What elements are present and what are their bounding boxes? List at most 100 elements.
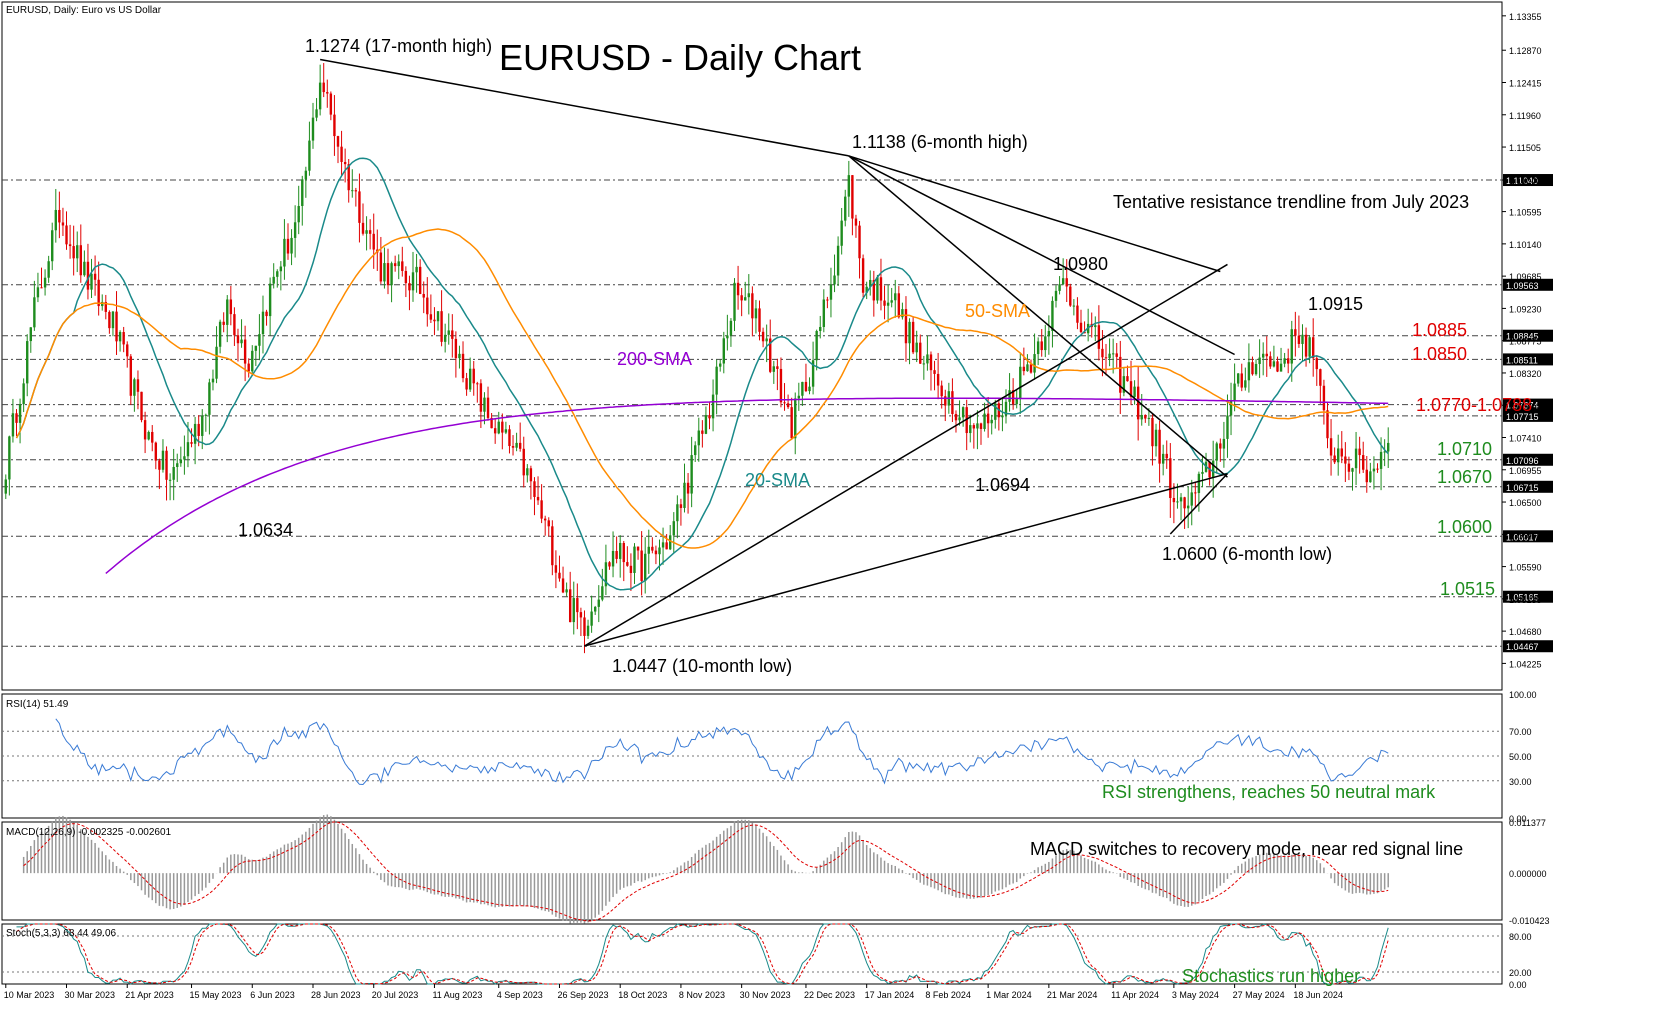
candle-body xyxy=(343,161,347,165)
candle-body xyxy=(1219,443,1222,449)
candle-body xyxy=(233,314,236,336)
candle-body xyxy=(758,308,761,332)
candle-body xyxy=(108,311,111,329)
candle-body xyxy=(286,238,290,254)
candle-body xyxy=(22,383,25,405)
candle-body xyxy=(1122,376,1126,393)
candle-body xyxy=(33,297,36,328)
candle-body xyxy=(583,617,586,636)
stoch-annotation: Stochastics run higher xyxy=(1182,966,1360,986)
candle-body xyxy=(493,428,497,434)
symbol-info: EURUSD, Daily: Euro vs US Dollar xyxy=(6,5,162,16)
candle-body xyxy=(1337,448,1340,463)
candle-body xyxy=(1061,278,1065,285)
rsi-tick-label: 50.00 xyxy=(1509,752,1532,762)
candle-body xyxy=(586,625,590,636)
candle-body xyxy=(851,175,854,219)
candle-body xyxy=(1001,415,1004,418)
trendline xyxy=(320,58,849,157)
candle-body xyxy=(111,311,115,329)
candle-body xyxy=(1044,336,1047,351)
candle-body xyxy=(951,391,954,414)
price-tick-label: 1.11505 xyxy=(1509,143,1541,153)
candle-body xyxy=(1161,453,1165,464)
candle-body xyxy=(808,386,811,392)
candle-body xyxy=(597,599,600,607)
candle-body xyxy=(411,272,415,291)
candle-body xyxy=(40,287,43,289)
price-tick-label: 1.08775 xyxy=(1509,337,1542,347)
candle-body xyxy=(729,320,733,336)
level-tag-text: 1.06017 xyxy=(1506,532,1539,542)
candle-body xyxy=(329,93,333,115)
candle-body xyxy=(390,263,393,286)
level-label-1-0850: 1.0850 xyxy=(1412,344,1467,364)
price-tick-label: 1.09230 xyxy=(1509,304,1542,314)
candle-body xyxy=(293,222,297,238)
candle-body xyxy=(1136,386,1140,420)
candle-body xyxy=(969,425,972,434)
rsi-tick-label: 100.00 xyxy=(1509,690,1537,700)
candle-body xyxy=(540,500,543,519)
price-tick-label: 1.10140 xyxy=(1509,240,1542,250)
candle-body xyxy=(772,366,776,372)
candle-body xyxy=(861,258,865,293)
x-tick-label: 27 May 2024 xyxy=(1233,990,1285,1000)
candle-body xyxy=(1308,337,1311,357)
candle-body xyxy=(708,415,711,419)
trendline xyxy=(848,155,1221,273)
level-tag xyxy=(1503,409,1553,422)
candle-body xyxy=(515,442,518,448)
candle-body xyxy=(122,332,125,345)
candle-body xyxy=(804,381,808,392)
candle-body xyxy=(1047,330,1051,337)
annotation-6-month-low: 1.0600 (6-month low) xyxy=(1162,544,1332,564)
level-tag xyxy=(1503,590,1553,603)
candle-body xyxy=(251,350,254,372)
stoch-d-line xyxy=(16,923,1389,985)
candle-body xyxy=(383,263,386,282)
candle-body xyxy=(201,415,204,436)
candle-body xyxy=(147,431,150,440)
candle-body xyxy=(901,309,904,318)
candle-body xyxy=(368,230,372,234)
candle-body xyxy=(690,455,693,494)
candle-body xyxy=(215,346,218,379)
price-tick-label: 1.10595 xyxy=(1509,208,1542,218)
candle-body xyxy=(1254,363,1258,375)
candle-body xyxy=(183,456,186,460)
price-tick-label: 1.06500 xyxy=(1509,498,1542,508)
candle-body xyxy=(1387,442,1390,452)
candle-body xyxy=(65,225,68,245)
candle-body xyxy=(551,526,554,566)
x-tick-label: 22 Dec 2023 xyxy=(804,990,855,1000)
candle-body xyxy=(308,140,311,171)
macd-annotation: MACD switches to recovery mode, near red… xyxy=(1030,839,1463,859)
stoch-tick-label: 20.00 xyxy=(1509,968,1532,978)
stoch-label: Stoch(5,3,3) 68.44 49.06 xyxy=(6,928,117,939)
candle-body xyxy=(651,546,654,551)
candle-body xyxy=(4,479,7,494)
candle-body xyxy=(958,417,961,421)
annotation-1-0915: 1.0915 xyxy=(1308,294,1363,314)
stoch-tick-label: 0.00 xyxy=(1509,980,1527,990)
x-tick-label: 11 Apr 2024 xyxy=(1111,990,1159,1000)
candle-body xyxy=(301,179,304,206)
candle-body xyxy=(190,442,193,444)
candle-body xyxy=(797,395,801,399)
candle-body xyxy=(1158,429,1161,464)
candle-body xyxy=(386,263,390,286)
annotation-1-0980: 1.0980 xyxy=(1053,254,1108,274)
candle-body xyxy=(443,334,447,342)
candle-body xyxy=(465,378,468,390)
candle-body xyxy=(769,338,772,372)
candle-body xyxy=(1119,356,1122,393)
candle-body xyxy=(1244,380,1247,388)
candle-body xyxy=(1258,357,1261,364)
level-tag xyxy=(1503,278,1553,291)
candle-body xyxy=(333,114,336,137)
candle-body xyxy=(558,572,561,579)
sma-20-line xyxy=(15,157,1389,591)
